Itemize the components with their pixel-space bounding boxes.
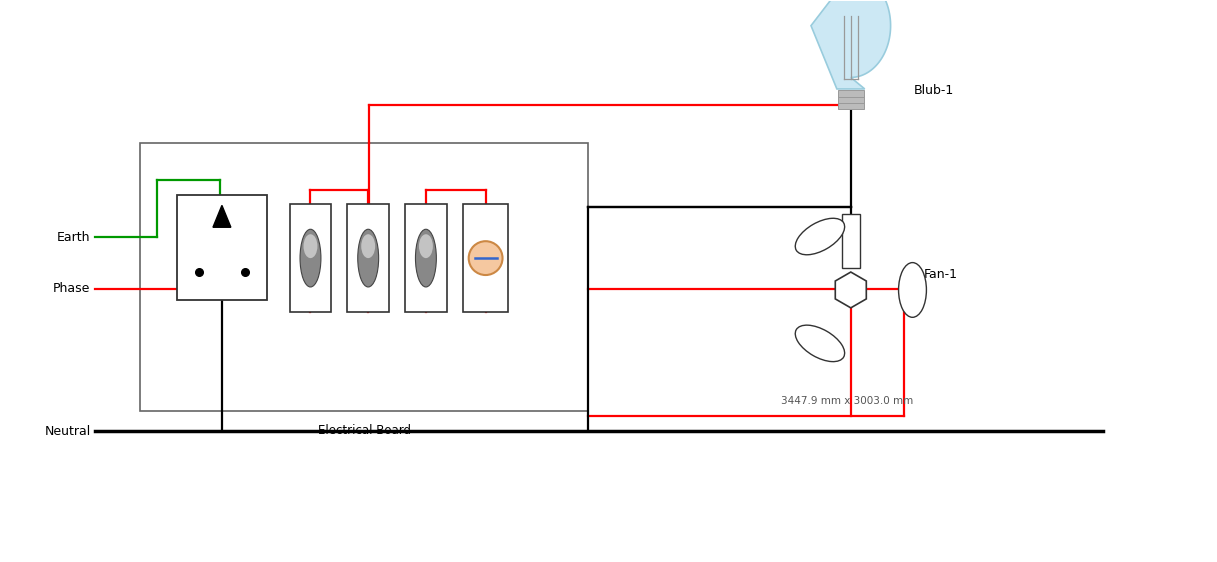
Ellipse shape (358, 229, 378, 287)
Ellipse shape (419, 234, 433, 258)
FancyBboxPatch shape (178, 196, 267, 300)
FancyBboxPatch shape (837, 102, 864, 109)
PathPatch shape (811, 0, 891, 89)
Circle shape (469, 241, 503, 275)
FancyBboxPatch shape (837, 90, 864, 97)
FancyBboxPatch shape (842, 214, 859, 268)
Polygon shape (213, 205, 231, 227)
Text: Neutral: Neutral (44, 425, 90, 438)
Ellipse shape (303, 234, 318, 258)
FancyBboxPatch shape (837, 96, 864, 103)
Ellipse shape (898, 262, 926, 318)
Text: Blub-1: Blub-1 (914, 84, 954, 97)
FancyBboxPatch shape (290, 205, 331, 312)
Polygon shape (835, 272, 867, 308)
Text: Earth: Earth (57, 231, 90, 244)
Ellipse shape (301, 229, 321, 287)
Text: 3447.9 mm x 3003.0 mm: 3447.9 mm x 3003.0 mm (781, 396, 914, 406)
FancyBboxPatch shape (347, 205, 389, 312)
Ellipse shape (415, 229, 437, 287)
Text: Electrical Board: Electrical Board (318, 424, 410, 437)
Text: Fan-1: Fan-1 (924, 268, 958, 280)
Ellipse shape (795, 218, 845, 255)
FancyBboxPatch shape (462, 205, 509, 312)
FancyBboxPatch shape (140, 143, 588, 411)
Ellipse shape (361, 234, 375, 258)
Ellipse shape (795, 325, 845, 361)
Text: Phase: Phase (54, 283, 90, 296)
FancyBboxPatch shape (405, 205, 447, 312)
